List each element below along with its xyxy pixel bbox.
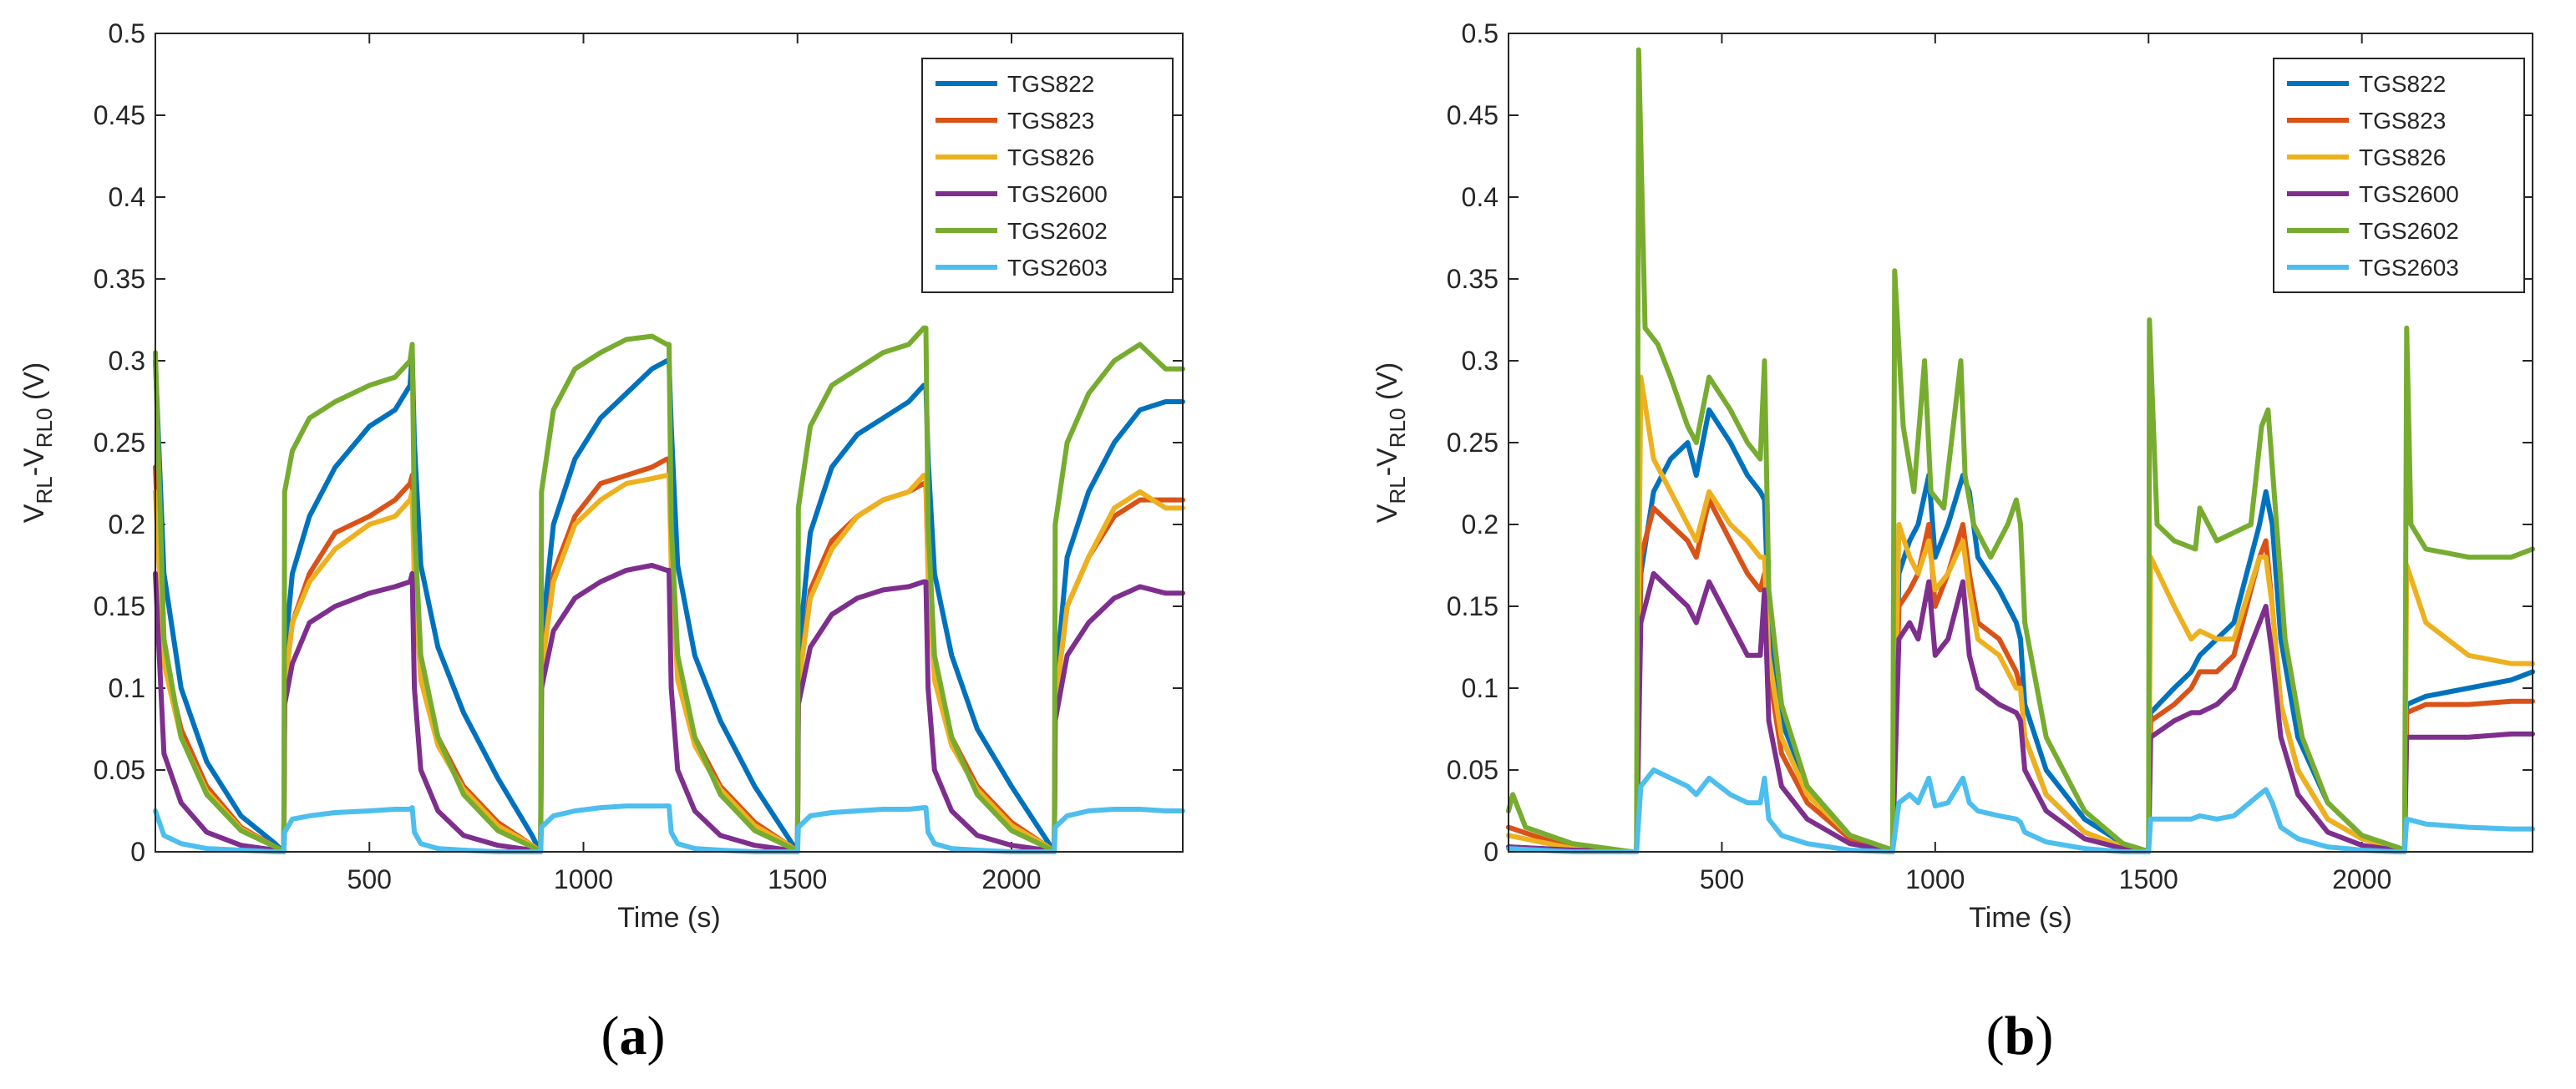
- legend-label: TGS2602: [1007, 218, 1108, 244]
- x-tick-label: 2000: [2332, 864, 2391, 894]
- y-label-base-b: V: [1372, 504, 1403, 523]
- y-tick-label: 0: [1483, 837, 1498, 867]
- panel-caption-b: (b): [1986, 1005, 2054, 1066]
- y-label-sub1-a: RL: [32, 476, 57, 504]
- legend-label: TGS822: [2359, 71, 2446, 97]
- y-axis-ticks-a: 0 0.05 0.1 0.15 0.2 0.25 0.3 0.35 0.4 0.45 0.5: [94, 18, 1183, 867]
- y-label-base-a: V: [18, 504, 50, 523]
- axes-box-a: [155, 33, 1184, 853]
- y-tick-label: 0.5: [109, 18, 145, 48]
- y-tick-label: 0.25: [1447, 428, 1498, 458]
- legend-label: TGS826: [2359, 144, 2446, 170]
- chart-panel-b: 0 0.05 0.1 0.15 0.2 0.25 0.3 0.35 0.4 0.45 0.5 500…: [1372, 18, 2535, 1066]
- x-axis-label-b: Time (s): [1969, 902, 2071, 934]
- x-tick-label: 1500: [768, 864, 827, 894]
- series-lines-b: [1506, 47, 2535, 854]
- legend-label: TGS822: [1007, 71, 1094, 97]
- panel-caption-letter-b: b: [2005, 1005, 2036, 1066]
- legend-label: TGS823: [2359, 108, 2446, 134]
- y-tick-label: 0.2: [1462, 509, 1498, 539]
- series-line-tgs2602: [1506, 47, 2535, 854]
- y-label-sub2-a: RL0: [32, 408, 57, 448]
- legend-box: [921, 58, 1174, 293]
- x-tick-label: 1500: [2119, 864, 2178, 894]
- legend-label: TGS2603: [2359, 255, 2459, 281]
- y-tick-label: 0.25: [94, 428, 145, 458]
- y-axis-ticks-b: 0 0.05 0.1 0.15 0.2 0.25 0.3 0.35 0.4 0.45 0.5: [1447, 18, 2533, 867]
- y-tick-label: 0.5: [1462, 18, 1498, 48]
- series-line-tgs2600: [1506, 570, 2535, 854]
- y-tick-label: 0.05: [94, 755, 145, 785]
- y-tick-label: 0.35: [1447, 264, 1498, 294]
- y-tick-label: 0.3: [1462, 346, 1498, 376]
- legend-label: TGS2600: [2359, 181, 2459, 207]
- x-axis-ticks-b: 500 1000 1500 2000: [1700, 33, 2391, 894]
- y-label-unit-a: (V): [18, 362, 50, 408]
- x-tick-label: 1000: [1905, 864, 1965, 894]
- y-label-sub1-b: RL: [1385, 476, 1410, 504]
- y-tick-label: 0.2: [109, 509, 145, 539]
- legend-label: TGS2603: [1007, 255, 1108, 281]
- y-tick-label: 0: [130, 837, 145, 867]
- chart-panel-a: 0 0.05 0.1 0.15 0.2 0.25 0.3 0.35 0.4 0.45 0.5 500…: [18, 18, 1185, 1066]
- y-label-sub2-b: RL0: [1385, 408, 1410, 448]
- series-lines-a: [153, 325, 1185, 854]
- axes-box-b: [1508, 33, 2533, 853]
- x-tick-label: 2000: [981, 864, 1041, 894]
- legend-box: [2273, 58, 2525, 293]
- legend-label: TGS2600: [1007, 181, 1108, 207]
- y-tick-label: 0.15: [94, 591, 145, 621]
- y-tick-label: 0.1: [109, 673, 145, 703]
- series-line-tgs826: [1506, 374, 2535, 854]
- y-tick-label: 0.15: [1447, 591, 1498, 621]
- y-axis-label-b: VRL-VRL0 (V): [1372, 362, 1410, 523]
- y-tick-label: 0.4: [109, 182, 145, 212]
- legend-a: TGS822 TGS823 TGS826 TGS2600 TGS2602 TGS2603: [921, 58, 1174, 293]
- y-label-unit-b: (V): [1372, 362, 1403, 408]
- y-axis-label-a: VRL-VRL0 (V): [18, 362, 57, 523]
- y-label-sep-a: -V: [18, 448, 50, 476]
- y-tick-label: 0.1: [1462, 673, 1498, 703]
- y-label-sep-b: -V: [1372, 448, 1403, 476]
- panel-caption-a: (a): [601, 1005, 666, 1066]
- y-tick-label: 0.4: [1462, 182, 1498, 212]
- x-axis-label-a: Time (s): [617, 902, 720, 934]
- series-line-tgs822: [1506, 407, 2535, 854]
- x-tick-label: 500: [347, 864, 392, 894]
- series-line-tgs2602: [153, 325, 1185, 853]
- y-tick-label: 0.45: [1447, 100, 1498, 130]
- y-tick-label: 0.05: [1447, 755, 1498, 785]
- y-tick-label: 0.35: [94, 264, 145, 294]
- x-axis-ticks-a: 500 1000 1500 2000: [347, 33, 1042, 894]
- y-tick-label: 0.3: [109, 346, 145, 376]
- panel-caption-letter-a: a: [620, 1005, 647, 1066]
- series-line-tgs2603: [1506, 767, 2535, 854]
- series-line-tgs2600: [153, 563, 1185, 854]
- legend-b: TGS822 TGS823 TGS826 TGS2600 TGS2602 TGS2603: [2273, 58, 2525, 293]
- legend-label: TGS2602: [2359, 218, 2459, 244]
- x-tick-label: 1000: [554, 864, 613, 894]
- legend-label: TGS826: [1007, 144, 1094, 170]
- x-tick-label: 500: [1700, 864, 1744, 894]
- legend-label: TGS823: [1007, 108, 1094, 134]
- y-tick-label: 0.45: [94, 100, 145, 130]
